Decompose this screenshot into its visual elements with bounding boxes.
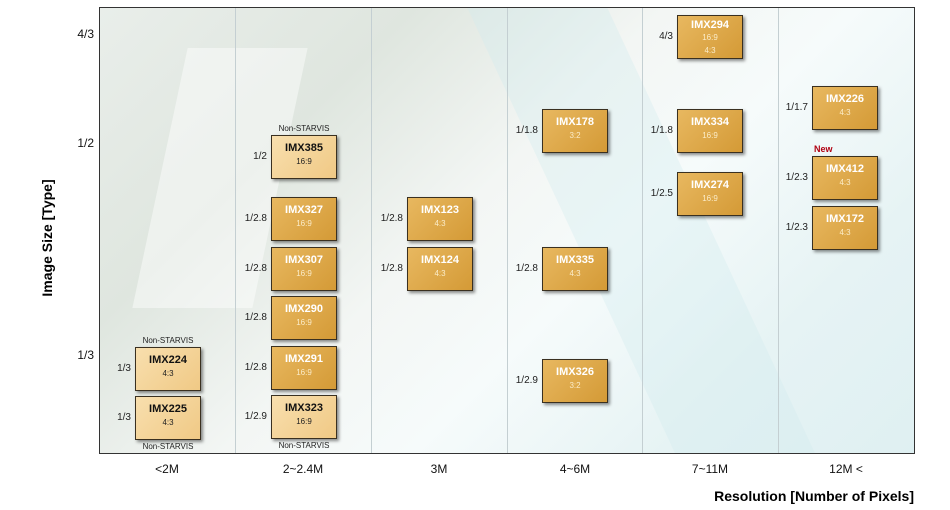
aspect-ratio: 4:3	[839, 178, 851, 187]
non-starvis-label: Non-STARVIS	[278, 124, 330, 133]
sensor-box: IMX178 3:2	[542, 109, 608, 153]
aspect-ratio: 4:3	[569, 269, 581, 278]
sensor-name: IMX123	[421, 204, 459, 216]
sensor-size-label: 1/2.8	[515, 263, 538, 274]
sensor-name: IMX412	[826, 163, 864, 175]
sensor-name: IMX290	[285, 303, 323, 315]
sensor-size-label: 4/3	[659, 31, 673, 42]
sensor-name: IMX178	[556, 116, 594, 128]
column-divider	[642, 8, 643, 453]
sensor-box: IMX290 16:9	[271, 296, 337, 340]
aspect-ratio: 16:9	[296, 368, 312, 377]
sensor-name: IMX294	[691, 19, 729, 31]
sensor-size-label: 1/2.9	[515, 375, 538, 386]
aspect-ratio: 4:3	[162, 418, 174, 427]
column-divider	[371, 8, 372, 453]
column-divider	[235, 8, 236, 453]
sensor-box: IMX326 3:2	[542, 359, 608, 403]
aspect-ratio: 4:3	[162, 369, 174, 378]
sensor-name: IMX124	[421, 254, 459, 266]
sensor-size-label: 1/3	[117, 412, 131, 423]
sensor-name: IMX225	[149, 403, 187, 415]
sensor-box: IMX123 4:3	[407, 197, 473, 241]
y-tick: 4/3	[77, 27, 94, 41]
aspect-ratio: 16:9	[296, 157, 312, 166]
sensor-box: IMX274 16:9	[677, 172, 743, 216]
sensor-size-label: 1/2.5	[650, 188, 673, 199]
y-tick: 1/3	[77, 348, 94, 362]
sensor-box: IMX335 4:3	[542, 247, 608, 291]
sensor-box: IMX294 16:9 4:3	[677, 15, 743, 59]
aspect-ratio: 4:3	[434, 219, 446, 228]
y-axis-title: Image Size [Type]	[39, 179, 55, 297]
aspect-ratio: 4:3	[434, 269, 446, 278]
x-tick: <2M	[155, 462, 179, 476]
x-tick: 2~2.4M	[282, 462, 324, 476]
aspect-ratio: 16:9	[702, 194, 718, 203]
sensor-box: IMX172 4:3	[812, 206, 878, 250]
sensor-box: IMX334 16:9	[677, 109, 743, 153]
sensor-size-label: 1/2.8	[244, 312, 267, 323]
column-divider	[778, 8, 779, 453]
non-starvis-label: Non-STARVIS	[278, 441, 330, 450]
non-starvis-label: Non-STARVIS	[142, 442, 194, 451]
x-tick: 3M	[430, 462, 448, 476]
x-axis-title: Resolution [Number of Pixels]	[714, 488, 914, 504]
sensor-box: IMX225 4:3	[135, 396, 201, 440]
sensor-name: IMX335	[556, 254, 594, 266]
sensor-size-label: 1/2.9	[244, 411, 267, 422]
sensor-name: IMX291	[285, 353, 323, 365]
sensor-box: IMX385 16:9	[271, 135, 337, 179]
sensor-name: IMX274	[691, 179, 729, 191]
new-badge: New	[814, 144, 833, 154]
sensor-name: IMX307	[285, 254, 323, 266]
sensor-box: IMX224 4:3	[135, 347, 201, 391]
aspect-ratio: 16:9	[296, 318, 312, 327]
aspect-ratio: 4:3	[839, 108, 851, 117]
aspect-ratio: 3:2	[569, 381, 581, 390]
sensor-name: IMX226	[826, 93, 864, 105]
sensor-size-label: 1/1.8	[515, 125, 538, 136]
diagram-frame	[99, 7, 915, 454]
sensor-size-label: 1/2.8	[244, 263, 267, 274]
sensor-size-label: 1/1.8	[650, 125, 673, 136]
sensor-name: IMX323	[285, 402, 323, 414]
column-divider	[507, 8, 508, 453]
x-tick: 12M <	[829, 462, 863, 476]
sensor-size-label: 1/2.8	[380, 213, 403, 224]
sensor-box: IMX307 16:9	[271, 247, 337, 291]
sensor-size-label: 1/1.7	[785, 102, 808, 113]
sensor-name: IMX326	[556, 366, 594, 378]
aspect-ratio: 16:9	[296, 269, 312, 278]
sensor-size-label: 1/2	[253, 151, 267, 162]
x-tick: 4~6M	[559, 462, 591, 476]
aspect-ratio: 16:9	[702, 131, 718, 140]
aspect-ratio: 16:9	[296, 417, 312, 426]
aspect-ratio: 4:3	[704, 46, 716, 55]
aspect-ratio: 3:2	[569, 131, 581, 140]
sensor-box: IMX124 4:3	[407, 247, 473, 291]
sensor-size-label: 1/2.8	[244, 213, 267, 224]
sensor-name: IMX172	[826, 213, 864, 225]
sensor-name: IMX224	[149, 354, 187, 366]
aspect-ratio: 4:3	[839, 228, 851, 237]
sensor-size-label: 1/2.8	[244, 362, 267, 373]
aspect-ratio: 16:9	[702, 33, 718, 42]
sensor-box: IMX323 16:9	[271, 395, 337, 439]
aspect-ratio: 16:9	[296, 219, 312, 228]
sensor-size-label: 1/2.3	[785, 172, 808, 183]
sensor-size-label: 1/2.8	[380, 263, 403, 274]
sensor-name: IMX385	[285, 142, 323, 154]
sensor-box: IMX291 16:9	[271, 346, 337, 390]
sensor-box: IMX412 4:3	[812, 156, 878, 200]
sensor-name: IMX334	[691, 116, 729, 128]
y-tick: 1/2	[77, 136, 94, 150]
sensor-box: IMX327 16:9	[271, 197, 337, 241]
sensor-size-label: 1/2.3	[785, 222, 808, 233]
non-starvis-label: Non-STARVIS	[142, 336, 194, 345]
sensor-name: IMX327	[285, 204, 323, 216]
x-tick: 7~11M	[691, 462, 729, 476]
sensor-box: IMX226 4:3	[812, 86, 878, 130]
sensor-size-label: 1/3	[117, 363, 131, 374]
